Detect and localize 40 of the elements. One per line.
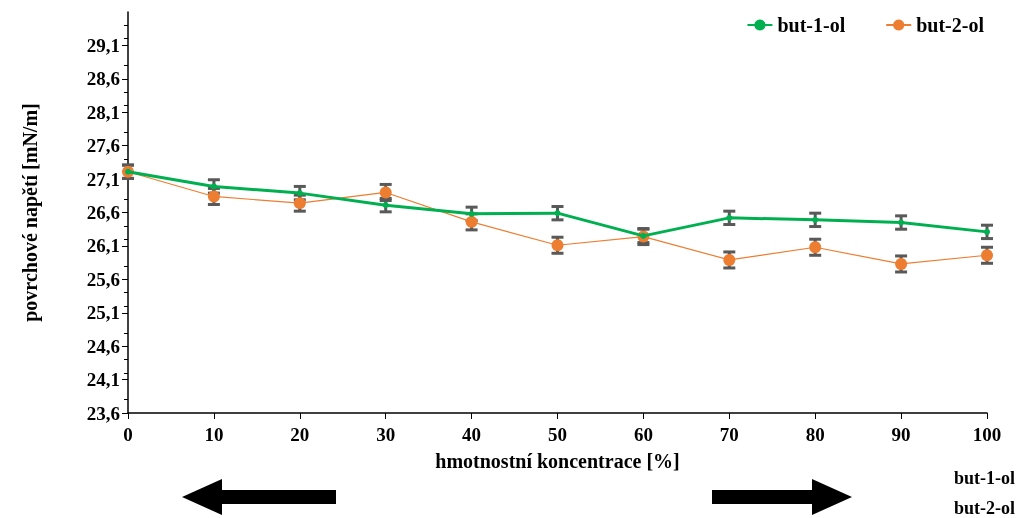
text: but-1-ol but-2-ol — [953, 467, 1015, 518]
y-tick-label: 29,1 — [86, 34, 120, 56]
y-tick-label: 28,6 — [86, 68, 120, 90]
x-tick-label: 40 — [462, 424, 482, 445]
legend-label: but-1-ol — [777, 14, 846, 36]
y-tick-label: 23,6 — [86, 402, 120, 424]
point — [981, 249, 993, 262]
y-tick-label: 28,1 — [86, 101, 120, 123]
y-axis-title: povrchové napětí [mN/m] — [19, 103, 42, 322]
point — [465, 215, 478, 228]
y-tick-label: 26,6 — [86, 202, 120, 223]
point — [551, 239, 564, 252]
x-tick-label: 80 — [805, 424, 825, 445]
y-tick-label: 27,6 — [86, 135, 120, 157]
y-tick-label: 25,6 — [86, 268, 120, 290]
point — [898, 219, 905, 226]
point — [723, 253, 736, 266]
y-tick-label: 26,1 — [86, 235, 120, 257]
y-tick-label: 24,1 — [86, 369, 120, 391]
y-tick-label: 24,6 — [86, 335, 120, 357]
point — [812, 216, 819, 223]
x-tick-label: 10 — [204, 424, 224, 445]
x-tick-label: 100 — [972, 424, 1002, 445]
x-tick-label: 20 — [290, 424, 310, 445]
x-axis-title: hmotnostní koncentrace [%] — [435, 450, 680, 472]
x-tick-label: 70 — [719, 424, 739, 445]
x-tick-label: 90 — [891, 424, 911, 445]
point — [809, 241, 822, 254]
y-tick-label: 25,1 — [86, 302, 120, 324]
point — [984, 228, 990, 235]
point — [895, 257, 908, 270]
x-tick-label: 50 — [548, 424, 567, 445]
legend-label: but-2-ol — [916, 14, 985, 36]
x-tick-label: 60 — [633, 424, 653, 445]
x-tick-label: 30 — [376, 424, 396, 445]
point — [554, 210, 561, 217]
point — [726, 214, 733, 221]
point — [382, 202, 389, 209]
y-tick-label: 27,1 — [86, 168, 120, 190]
x-tick-label: 0 — [123, 424, 133, 445]
